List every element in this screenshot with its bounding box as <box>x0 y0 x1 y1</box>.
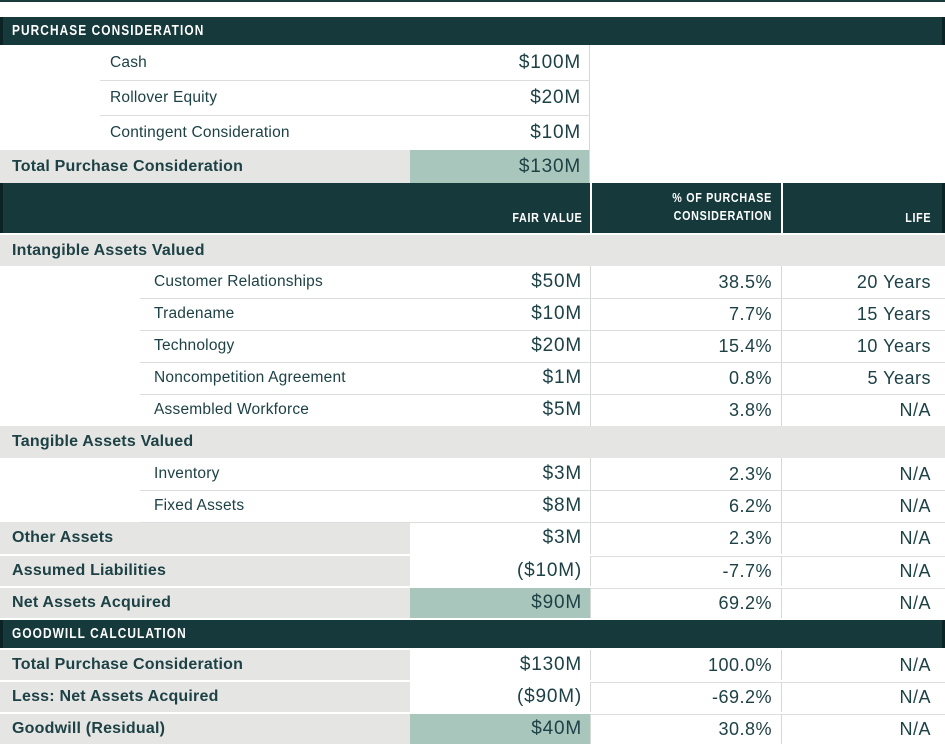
row-fair-value: $3M <box>542 527 582 548</box>
table-row-total-purchase-consideration: Total Purchase Consideration $130M <box>0 150 945 183</box>
column-header-life: LIFE <box>781 183 945 233</box>
row-fair-value: $20M <box>531 335 582 356</box>
row-label: Noncompetition Agreement <box>154 369 346 386</box>
row-label: Customer Relationships <box>154 273 323 290</box>
section-header-purchase-consideration: PURCHASE CONSIDERATION <box>0 17 945 45</box>
row-pct: 69.2% <box>590 588 781 618</box>
row-pct: 2.3% <box>590 458 781 490</box>
row-life: N/A <box>781 714 945 744</box>
table-row: Rollover Equity $20M <box>0 80 945 115</box>
row-label: Cash <box>110 53 147 71</box>
table-row: Contingent Consideration $10M <box>0 115 945 150</box>
row-fair-value: $130M <box>519 654 582 675</box>
row-label: Tradename <box>154 305 235 322</box>
table-row-net-assets-acquired: Net Assets Acquired $90M 69.2% N/A <box>0 586 945 618</box>
table-row: Assembled Workforce $5M 3.8% N/A <box>0 394 945 426</box>
section-title: PURCHASE CONSIDERATION <box>12 23 205 39</box>
row-label: Rollover Equity <box>110 88 218 106</box>
row-value: $20M <box>410 80 590 115</box>
row-label: Other Assets <box>0 522 410 554</box>
row-life: N/A <box>781 458 945 490</box>
row-pct: -7.7% <box>590 556 781 586</box>
row-life: 20 Years <box>781 266 945 298</box>
row-life: 10 Years <box>781 330 945 362</box>
row-label: Total Purchase Consideration <box>0 650 410 680</box>
row-label: Technology <box>154 337 235 354</box>
row-label: Net Assets Acquired <box>0 588 410 618</box>
group-header-tangible-assets: Tangible Assets Valued <box>0 426 945 458</box>
row-pct: 0.8% <box>590 362 781 394</box>
table-row: Tradename $10M 7.7% 15 Years <box>0 298 945 330</box>
row-fair-value: $10M <box>531 303 582 324</box>
row-label: Less: Net Assets Acquired <box>0 682 410 712</box>
row-fair-value: ($90M) <box>517 686 582 707</box>
group-header-label: Intangible Assets Valued <box>12 241 205 259</box>
table-row-total-purchase-consideration: Total Purchase Consideration $130M 100.0… <box>0 648 945 680</box>
row-pct: 2.3% <box>590 522 781 554</box>
row-life: N/A <box>781 588 945 618</box>
row-fair-value: $8M <box>542 495 582 516</box>
table-row: Customer Relationships $50M 38.5% 20 Yea… <box>0 266 945 298</box>
row-life: N/A <box>781 682 945 712</box>
row-label: Inventory <box>154 465 220 482</box>
row-value: $10M <box>410 115 590 150</box>
row-life: N/A <box>781 556 945 586</box>
table-row: Fixed Assets $8M 6.2% N/A <box>0 490 945 522</box>
row-value: $100M <box>410 45 590 80</box>
table-row-goodwill-residual: Goodwill (Residual) $40M 30.8% N/A <box>0 712 945 744</box>
table-row: Technology $20M 15.4% 10 Years <box>0 330 945 362</box>
group-header-intangible-assets: Intangible Assets Valued <box>0 233 945 266</box>
row-life: N/A <box>781 394 945 426</box>
section-header-goodwill-calculation: GOODWILL CALCULATION <box>0 618 945 648</box>
row-life: 15 Years <box>781 298 945 330</box>
row-value-highlighted: $130M <box>410 150 590 183</box>
group-header-label: Tangible Assets Valued <box>12 433 194 450</box>
column-header-row: FAIR VALUE % OF PURCHASE CONSIDERATION L… <box>0 183 945 233</box>
section-title: GOODWILL CALCULATION <box>12 626 187 642</box>
row-pct: 38.5% <box>590 266 781 298</box>
row-pct: 7.7% <box>590 298 781 330</box>
row-value-highlighted: $90M <box>410 588 590 618</box>
row-pct: -69.2% <box>590 682 781 712</box>
table-row: Noncompetition Agreement $1M 0.8% 5 Year… <box>0 362 945 394</box>
row-fair-value: $50M <box>531 271 582 292</box>
column-header-pct-of-purchase-consideration: % OF PURCHASE CONSIDERATION <box>590 183 781 233</box>
row-label: Goodwill (Residual) <box>0 714 410 744</box>
row-pct: 30.8% <box>590 714 781 744</box>
row-fair-value: $3M <box>542 463 582 484</box>
row-label: Assumed Liabilities <box>0 556 410 586</box>
row-fair-value: $1M <box>542 367 582 388</box>
row-label: Total Purchase Consideration <box>0 150 410 183</box>
row-value-highlighted: $40M <box>410 714 590 744</box>
row-label: Fixed Assets <box>154 497 245 514</box>
row-life: N/A <box>781 650 945 680</box>
row-life: N/A <box>781 490 945 522</box>
row-fair-value: $5M <box>542 399 582 420</box>
row-label: Contingent Consideration <box>110 123 290 141</box>
column-header-fair-value: FAIR VALUE <box>512 211 582 225</box>
table-row: Cash $100M <box>0 45 945 80</box>
row-pct: 3.8% <box>590 394 781 426</box>
table-row: Inventory $3M 2.3% N/A <box>0 458 945 490</box>
row-life: N/A <box>781 522 945 554</box>
top-border-line <box>0 0 945 2</box>
row-life: 5 Years <box>781 362 945 394</box>
row-fair-value: ($10M) <box>517 560 582 581</box>
table-row-less-net-assets-acquired: Less: Net Assets Acquired ($90M) -69.2% … <box>0 680 945 712</box>
row-pct: 6.2% <box>590 490 781 522</box>
row-label: Assembled Workforce <box>154 401 310 418</box>
table-row-other-assets: Other Assets $3M 2.3% N/A <box>0 522 945 554</box>
table-row-assumed-liabilities: Assumed Liabilities ($10M) -7.7% N/A <box>0 554 945 586</box>
row-pct: 100.0% <box>590 650 781 680</box>
row-pct: 15.4% <box>590 330 781 362</box>
